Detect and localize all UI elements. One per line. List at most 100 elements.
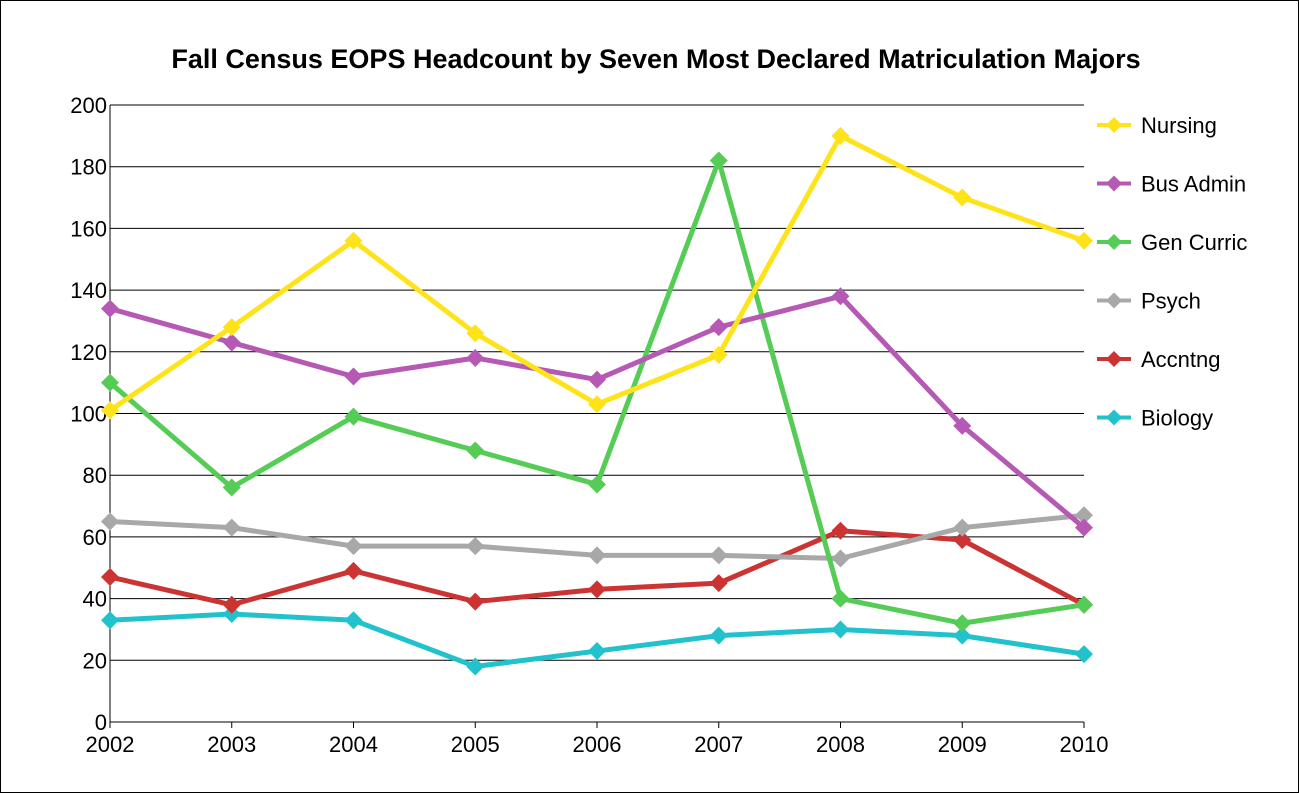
legend-label: Nursing [1141, 113, 1217, 138]
series-lines [101, 126, 1093, 676]
series-psych [101, 506, 1093, 568]
data-point-nursing [344, 231, 363, 250]
x-tick-label: 2003 [207, 732, 256, 757]
legend-label: Biology [1141, 406, 1213, 431]
x-tick-label: 2009 [938, 732, 987, 757]
legend: Nursing Bus Admin Gen Curric Psych Accntng Bi… [1097, 113, 1247, 431]
legend-swatch-marker [1106, 351, 1122, 367]
data-point-gen-curric [222, 478, 241, 497]
data-point-psych [953, 518, 972, 537]
data-point-nursing [831, 126, 850, 145]
data-point-nursing [101, 401, 119, 420]
data-point-accntng [831, 521, 850, 540]
x-tick-label: 2005 [451, 732, 500, 757]
data-point-accntng [344, 561, 363, 580]
series-biology [101, 605, 1093, 676]
data-point-nursing [1075, 231, 1093, 250]
y-tick-label: 0 [95, 710, 107, 735]
legend-item-biology: Biology [1097, 406, 1213, 431]
y-tick-label: 160 [70, 216, 107, 241]
data-point-biology [1075, 645, 1093, 664]
y-tick-label: 60 [83, 525, 107, 550]
data-point-psych [709, 546, 728, 565]
data-point-biology [588, 642, 606, 661]
x-tick-label: 2010 [1060, 732, 1109, 757]
x-tick-label: 2008 [816, 732, 865, 757]
data-point-bus-admin [588, 370, 606, 389]
legend-swatch-marker [1106, 234, 1122, 250]
series-gen-curric [101, 151, 1093, 633]
legend-swatch-marker [1106, 117, 1122, 133]
y-tick-label: 200 [70, 93, 107, 118]
legend-item-accntng: Accntng [1097, 347, 1221, 372]
data-point-bus-admin [466, 348, 485, 367]
y-tick-label: 100 [70, 402, 107, 427]
series-line-nursing [107, 133, 1087, 413]
data-point-gen-curric [709, 151, 728, 170]
data-point-bus-admin [101, 299, 119, 318]
data-point-bus-admin [1075, 518, 1093, 537]
data-point-accntng [101, 568, 119, 587]
data-point-biology [709, 626, 728, 645]
data-point-gen-curric [953, 614, 972, 633]
series-bus-admin [101, 287, 1093, 537]
data-point-psych [831, 549, 850, 568]
data-point-psych [222, 518, 241, 537]
data-point-gen-curric [588, 475, 606, 494]
data-point-nursing [709, 345, 728, 364]
data-point-bus-admin [222, 333, 241, 352]
legend-swatch-marker [1106, 292, 1122, 309]
legend-label: Bus Admin [1141, 172, 1246, 197]
x-tick-label: 2006 [573, 732, 622, 757]
data-point-nursing [222, 318, 241, 337]
data-point-biology [466, 657, 485, 676]
data-point-psych [1075, 506, 1093, 525]
data-point-biology [344, 611, 363, 630]
data-point-bus-admin [953, 416, 972, 435]
x-tick-label: 2007 [694, 732, 743, 757]
data-point-psych [101, 512, 119, 531]
legend-label: Psych [1141, 289, 1201, 314]
data-point-accntng [953, 530, 972, 549]
data-point-bus-admin [831, 287, 850, 306]
data-point-accntng [466, 592, 485, 611]
legend-label: Accntng [1141, 347, 1221, 372]
data-point-biology [101, 611, 119, 630]
data-point-psych [344, 537, 363, 556]
data-point-bus-admin [344, 367, 363, 386]
data-point-gen-curric [101, 373, 119, 392]
data-point-gen-curric [344, 407, 363, 426]
legend-swatch-marker [1106, 409, 1122, 426]
axes: 0 20 40 60 80 100 120 140 160 180 200 2002 2003 2004 2… [70, 93, 1108, 757]
series-nursing [101, 126, 1093, 420]
data-point-nursing [466, 324, 485, 343]
data-point-gen-curric [831, 589, 850, 608]
legend-item-bus-admin: Bus Admin [1097, 172, 1246, 197]
x-tick-label: 2004 [329, 732, 378, 757]
data-point-psych [588, 546, 606, 565]
legend-item-gen-curric: Gen Curric [1097, 230, 1247, 255]
y-tick-label: 180 [70, 155, 107, 180]
data-point-biology [222, 605, 241, 624]
series-accntng [101, 521, 1093, 614]
y-tick-label: 20 [83, 648, 107, 673]
data-point-bus-admin [709, 318, 728, 337]
chart-title: Fall Census EOPS Headcount by Seven Most… [171, 44, 1140, 74]
x-tick-label: 2002 [86, 732, 135, 757]
y-tick-label: 40 [83, 587, 107, 612]
legend-swatch-marker [1106, 175, 1122, 192]
data-point-psych [466, 537, 485, 556]
data-point-biology [831, 620, 850, 639]
legend-label: Gen Curric [1141, 230, 1247, 255]
data-point-biology [953, 626, 972, 645]
legend-item-psych: Psych [1097, 289, 1201, 314]
y-tick-label: 80 [83, 463, 107, 488]
y-tick-label: 120 [70, 340, 107, 365]
legend-item-nursing: Nursing [1097, 113, 1217, 138]
data-point-nursing [588, 395, 606, 414]
data-point-accntng [709, 574, 728, 593]
data-point-accntng [588, 580, 606, 599]
data-point-gen-curric [466, 441, 485, 460]
